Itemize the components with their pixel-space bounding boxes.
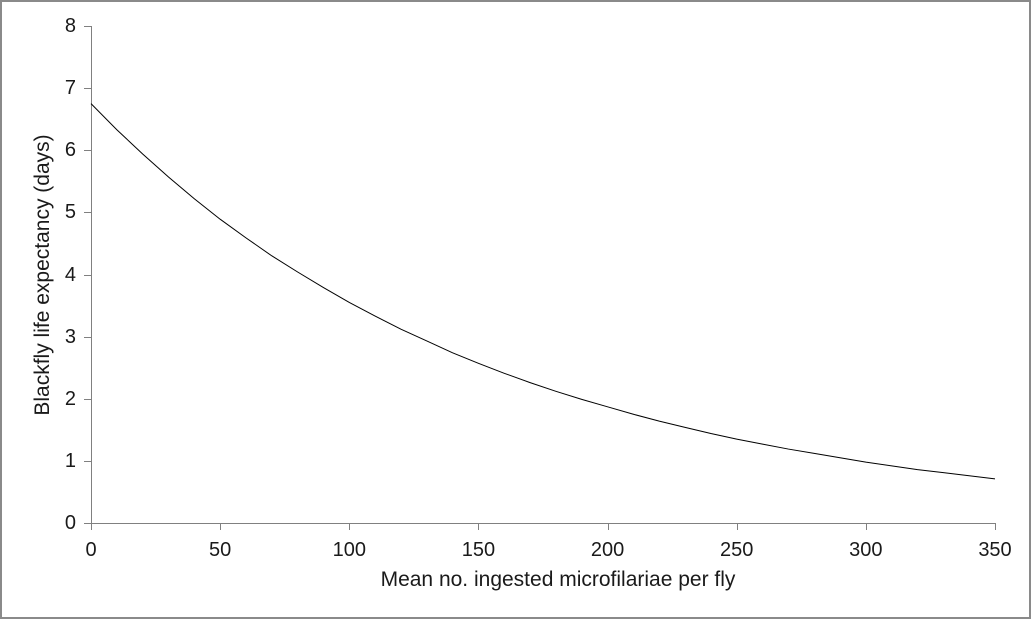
y-tick-label: 5 (64, 201, 76, 224)
x-tick-label: 300 (849, 539, 883, 561)
y-tick-label: 1 (64, 449, 76, 472)
y-tick-label: 2 (64, 387, 76, 410)
x-tick-label: 150 (461, 539, 496, 561)
y-tick-label: 3 (64, 325, 76, 348)
x-tick-label: 200 (590, 539, 625, 561)
y-tick-label: 0 (64, 512, 76, 534)
x-axis-title: Mean no. ingested microfilariae per fly (380, 568, 736, 591)
x-tick-label: 100 (332, 539, 366, 561)
y-tick-label: 4 (64, 263, 76, 286)
x-tick-label: 250 (720, 539, 754, 561)
y-tick-label: 7 (64, 77, 76, 100)
y-tick-label: 6 (64, 139, 76, 162)
x-tick-label: 50 (209, 539, 232, 561)
x-tick-label: 0 (85, 539, 97, 561)
x-tick-label: 350 (978, 539, 1012, 561)
y-tick-label: 8 (64, 15, 76, 37)
life-expectancy-curve (90, 103, 996, 480)
